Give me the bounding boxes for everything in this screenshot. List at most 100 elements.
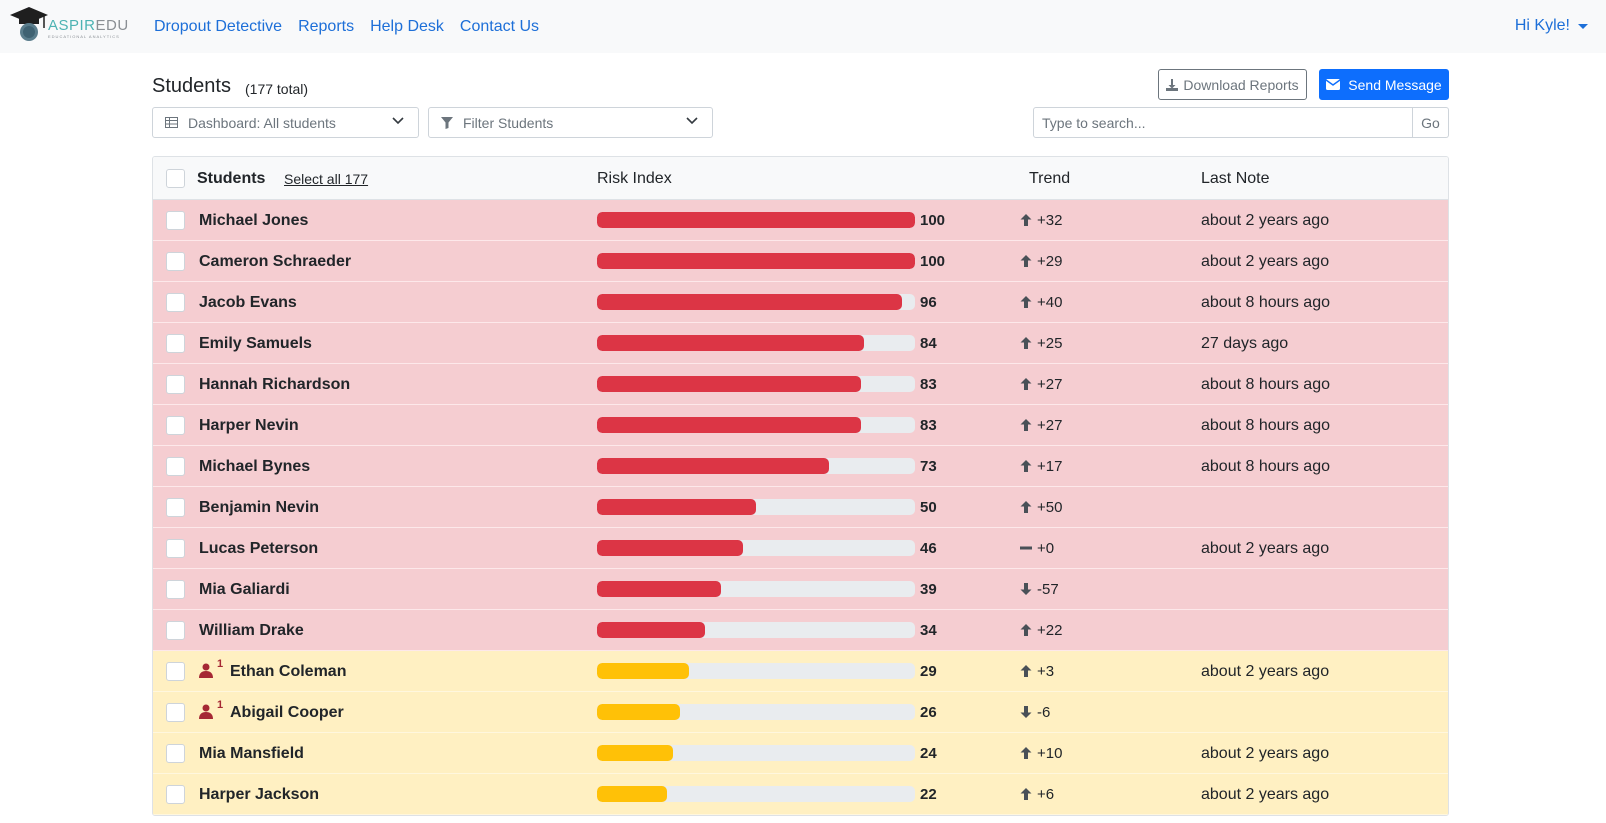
student-name-link[interactable]: Abigail Cooper	[230, 704, 344, 721]
last-note[interactable]: about 8 hours ago	[1201, 458, 1330, 475]
last-note[interactable]: about 2 years ago	[1201, 253, 1330, 270]
student-name-link[interactable]: Ethan Coleman	[230, 663, 347, 680]
risk-bar-fill	[597, 335, 865, 351]
trend-value: -57	[1037, 581, 1059, 598]
table-row[interactable]: 1 Ethan Coleman 29 +3 about 2 years ago	[153, 651, 1448, 692]
send-message-button[interactable]: Send Message	[1319, 69, 1449, 100]
student-name-link[interactable]: Harper Jackson	[199, 786, 320, 803]
row-checkbox[interactable]	[166, 539, 185, 558]
row-checkbox[interactable]	[166, 621, 185, 640]
column-header-trend[interactable]: Trend	[1029, 170, 1071, 187]
table-row[interactable]: Michael Bynes 73 +17 about 8 hours ago	[153, 446, 1448, 487]
last-note[interactable]: about 2 years ago	[1201, 212, 1330, 229]
column-header-risk-index[interactable]: Risk Index	[597, 170, 672, 187]
download-reports-button[interactable]: Download Reports	[1158, 69, 1307, 100]
row-checkbox[interactable]	[166, 662, 185, 681]
student-name-link[interactable]: Michael Jones	[199, 212, 309, 229]
risk-bar-fill	[597, 212, 915, 228]
nav-link-dropout-detective[interactable]: Dropout Detective	[154, 17, 283, 35]
risk-bar	[597, 622, 915, 638]
filter-students-select[interactable]: Filter Students	[428, 107, 713, 138]
nav-link-help-desk[interactable]: Help Desk	[370, 17, 444, 35]
last-note[interactable]: about 8 hours ago	[1201, 294, 1330, 311]
student-name-link[interactable]: Michael Bynes	[199, 458, 311, 475]
trend-value: +32	[1037, 212, 1063, 229]
row-checkbox[interactable]	[166, 498, 185, 517]
last-note[interactable]: about 2 years ago	[1201, 745, 1330, 762]
risk-value: 83	[920, 376, 937, 393]
search-input[interactable]	[1033, 107, 1413, 138]
risk-value: 84	[920, 335, 937, 352]
last-note[interactable]: about 8 hours ago	[1201, 417, 1330, 434]
select-all-checkbox[interactable]	[166, 169, 185, 188]
nav-links: Dropout Detective Reports Help Desk Cont…	[154, 18, 539, 36]
row-checkbox[interactable]	[166, 580, 185, 599]
risk-bar-fill	[597, 745, 674, 761]
student-name-link[interactable]: Jacob Evans	[199, 294, 297, 311]
risk-bar-fill	[597, 499, 756, 515]
risk-bar	[597, 663, 915, 679]
trend-value: +40	[1037, 294, 1063, 311]
risk-value: 34	[920, 622, 937, 639]
last-note[interactable]: about 2 years ago	[1201, 786, 1330, 803]
risk-bar	[597, 745, 915, 761]
student-name-link[interactable]: William Drake	[199, 622, 304, 639]
student-name-link[interactable]: Benjamin Nevin	[199, 499, 320, 516]
row-checkbox[interactable]	[166, 785, 185, 804]
row-checkbox[interactable]	[166, 252, 185, 271]
row-checkbox[interactable]	[166, 416, 185, 435]
filter-students-value: Filter Students	[463, 114, 554, 131]
row-checkbox[interactable]	[166, 744, 185, 763]
student-name-link[interactable]: Mia Galiardi	[199, 581, 290, 598]
risk-bar	[597, 704, 915, 720]
row-checkbox[interactable]	[166, 293, 185, 312]
select-all-link[interactable]: Select all 177	[284, 171, 369, 187]
table-row[interactable]: Harper Nevin 83 +27 about 8 hours ago	[153, 405, 1448, 446]
table-row[interactable]: Michael Jones 100 +32 about 2 years ago	[153, 200, 1448, 241]
last-note[interactable]: about 2 years ago	[1201, 540, 1330, 557]
student-name-link[interactable]: Emily Samuels	[199, 335, 312, 352]
person-icon[interactable]	[199, 704, 213, 719]
user-menu[interactable]: Hi Kyle!	[1515, 17, 1588, 35]
person-icon[interactable]	[199, 663, 213, 678]
column-header-last-note[interactable]: Last Note	[1201, 170, 1270, 187]
risk-bar-fill	[597, 294, 903, 310]
last-note[interactable]: 27 days ago	[1201, 335, 1289, 352]
student-name-link[interactable]: Harper Nevin	[199, 417, 299, 434]
table-row[interactable]: Harper Jackson 22 +6 about 2 years ago	[153, 774, 1448, 815]
table-row[interactable]: Mia Mansfield 24 +10 about 2 years ago	[153, 733, 1448, 774]
row-checkbox[interactable]	[166, 211, 185, 230]
table-row[interactable]: William Drake 34 +22	[153, 610, 1448, 651]
dashboard-select-value: Dashboard: All students	[188, 114, 336, 131]
go-button[interactable]: Go	[1413, 107, 1449, 138]
column-header-students[interactable]: Students	[197, 170, 266, 187]
last-note[interactable]: about 8 hours ago	[1201, 376, 1330, 393]
nav-link-contact-us[interactable]: Contact Us	[459, 17, 540, 35]
row-checkbox[interactable]	[166, 375, 185, 394]
table-row[interactable]: Jacob Evans 96 +40 about 8 hours ago	[153, 282, 1448, 323]
table-row[interactable]: Hannah Richardson 83 +27 about 8 hours ago	[153, 364, 1448, 405]
nav-link-reports[interactable]: Reports	[298, 17, 355, 35]
risk-value: 39	[920, 581, 937, 598]
chevron-down-icon	[686, 117, 698, 125]
flag-count: 1	[217, 658, 224, 670]
last-note[interactable]: about 2 years ago	[1201, 663, 1330, 680]
row-checkbox[interactable]	[166, 334, 185, 353]
risk-bar-fill	[597, 540, 744, 556]
table-row[interactable]: Cameron Schraeder 100 +29 about 2 years ago	[153, 241, 1448, 282]
student-name-link[interactable]: Lucas Peterson	[199, 540, 319, 557]
table-row[interactable]: Mia Galiardi 39 -57	[153, 569, 1448, 610]
row-checkbox[interactable]	[166, 457, 185, 476]
table-row[interactable]: Emily Samuels 84 +25 27 days ago	[153, 323, 1448, 364]
brand-logo[interactable]: ASPIREDU EDUCATIONAL ANALYTICS	[8, 0, 146, 53]
student-name-link[interactable]: Cameron Schraeder	[199, 253, 352, 270]
table-row[interactable]: 1 Abigail Cooper 26 -6	[153, 692, 1448, 733]
student-name-link[interactable]: Mia Mansfield	[199, 745, 304, 762]
student-name-link[interactable]: Hannah Richardson	[199, 376, 351, 393]
dashboard-select[interactable]: Dashboard: All students	[152, 107, 419, 138]
chevron-down-icon	[392, 117, 404, 125]
navbar: ASPIREDU EDUCATIONAL ANALYTICS Dropout D…	[0, 0, 1606, 53]
table-row[interactable]: Benjamin Nevin 50 +50	[153, 487, 1448, 528]
row-checkbox[interactable]	[166, 703, 185, 722]
table-row[interactable]: Lucas Peterson 46 +0 about 2 years ago	[153, 528, 1448, 569]
